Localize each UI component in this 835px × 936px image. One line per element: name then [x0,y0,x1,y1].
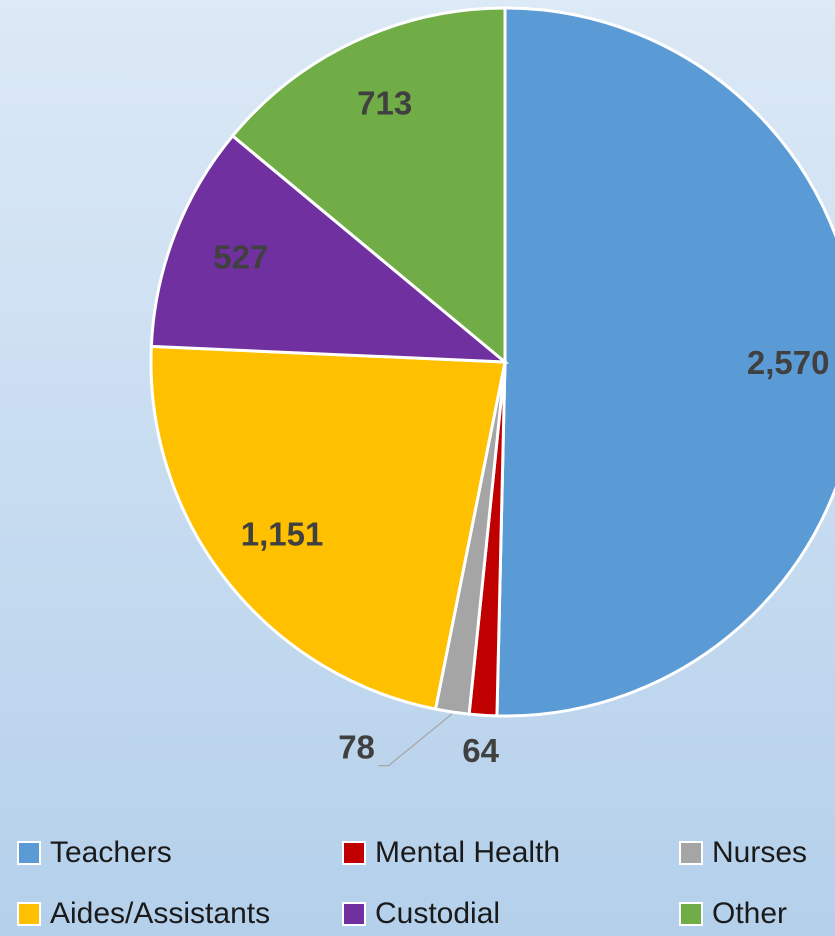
pie-slice [230,6,507,366]
pie-slice [495,6,835,718]
data-label: 2,570 [747,344,830,381]
legend-label: Nurses [712,836,807,869]
legend-label: Aides/Assistants [50,897,270,930]
data-label: 527 [213,239,268,276]
data-label: 78 [338,728,375,765]
pie-slice [149,344,507,711]
legend-swatch [679,841,703,865]
legend-swatch [17,902,41,926]
data-label: 713 [357,84,412,121]
legend-swatch [342,902,366,926]
legend-label: Custodial [375,897,500,930]
pie-slice [149,133,510,364]
legend-label: Teachers [50,836,172,869]
leader-line [378,713,453,767]
legend-swatch [679,902,703,926]
legend-swatch [342,841,366,865]
legend-swatch [17,841,41,865]
data-label: 64 [462,732,499,769]
legend-label: Other [712,897,787,930]
data-label: 1,151 [241,515,324,552]
legend-label: Mental Health [375,836,560,869]
